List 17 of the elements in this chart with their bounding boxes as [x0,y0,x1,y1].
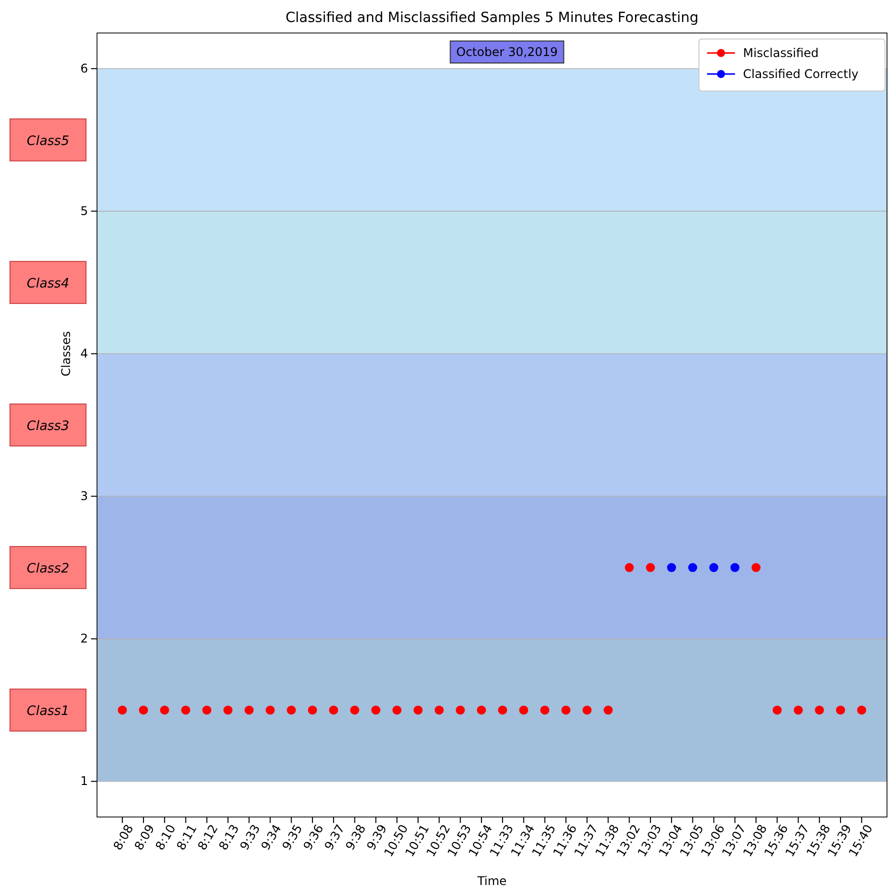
band-label: Class2 [26,562,70,577]
band-label: Class1 [26,704,70,720]
y-tick-label: 5 [80,204,88,218]
legend-label: Misclassified [743,46,819,60]
y-tick-label: 2 [80,632,88,646]
band-label: Class3 [26,419,70,434]
y-tick-label: 3 [80,489,88,504]
y-tick-label: 1 [80,774,88,788]
annotation: October 30,2019 [456,45,558,59]
band-label: Class4 [26,276,70,292]
x-axis-title: Time [476,874,507,888]
y-axis-title: Classes [59,331,73,376]
band-label: Class5 [26,134,70,149]
y-tick-label: 6 [80,61,88,76]
legend-label: Classified Correctly [743,67,859,81]
chart-title: Classified and Misclassified Samples 5 Minutes Forecasting [286,10,698,26]
y-tick-label: 4 [80,346,88,361]
